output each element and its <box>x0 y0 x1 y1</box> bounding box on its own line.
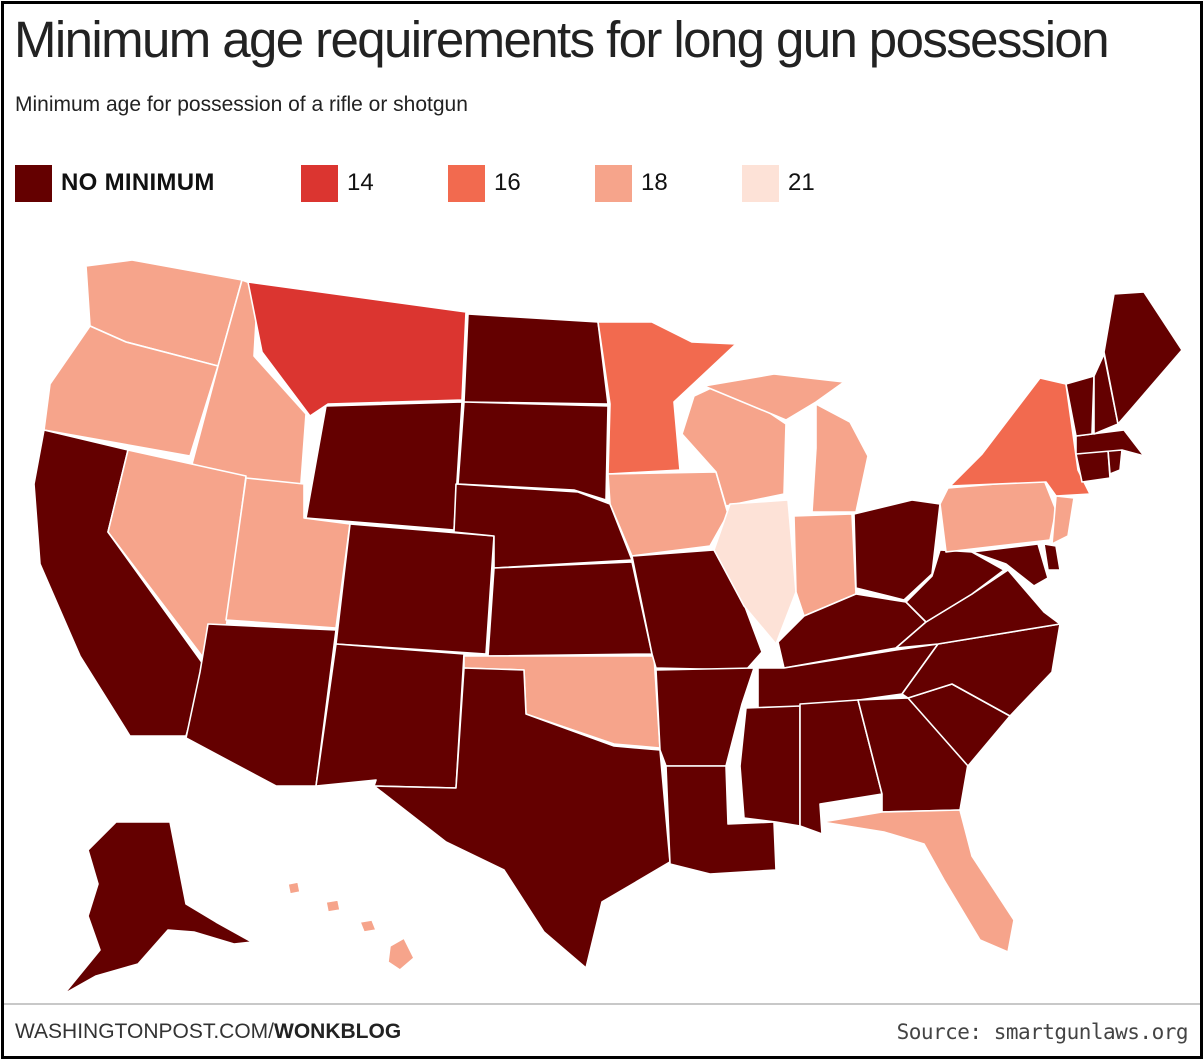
state-wyoming <box>305 401 463 531</box>
state-mississippi <box>739 705 801 827</box>
page-title: Minimum age requirements for long gun po… <box>14 11 1110 68</box>
state-nebraska <box>453 483 633 569</box>
state-delaware <box>1043 543 1061 571</box>
legend-swatch-18 <box>595 164 632 202</box>
state-oregon <box>43 325 219 457</box>
state-maine <box>1103 291 1183 425</box>
state-north-dakota <box>463 313 609 405</box>
legend-label-no-minimum: NO MINIMUM <box>61 169 215 196</box>
state-pennsylvania <box>939 479 1057 553</box>
state-arizona <box>185 623 337 787</box>
footer-section: WONKBLOG <box>274 1020 402 1043</box>
legend-swatch-16 <box>448 164 485 202</box>
state-west-virginia <box>905 549 1005 623</box>
state-connecticut <box>1075 449 1111 483</box>
legend-item-no-minimum: NO MINIMUM <box>15 164 215 202</box>
legend-item-18: 18 <box>595 164 668 202</box>
footer-credit: WASHINGTONPOST.COM/WONKBLOG <box>15 1020 401 1044</box>
state-rhode-island <box>1107 449 1123 475</box>
legend: NO MINIMUM 14 16 18 21 <box>15 164 915 202</box>
legend-swatch-21 <box>742 164 779 202</box>
legend-swatch-14 <box>301 164 338 202</box>
legend-label-18: 18 <box>641 169 668 196</box>
legend-item-21: 21 <box>742 164 815 202</box>
footer-source: Source: smartgunlaws.org <box>896 1020 1189 1044</box>
state-arkansas <box>655 667 755 767</box>
state-louisiana <box>665 765 777 875</box>
state-new-jersey <box>1051 495 1075 545</box>
state-minnesota <box>597 321 737 475</box>
state-hawaii <box>387 937 415 971</box>
state-south-dakota <box>457 401 609 501</box>
footer-divider <box>4 1003 1200 1005</box>
footer-site: WASHINGTONPOST.COM/ <box>15 1020 275 1043</box>
state-alaska <box>63 821 253 995</box>
state-montana <box>247 281 467 417</box>
state-massachusetts <box>1075 429 1145 457</box>
state-kansas <box>487 561 653 657</box>
state-florida <box>821 809 1015 953</box>
state-illinois <box>713 499 797 645</box>
state-hawaii-kauai <box>287 881 301 895</box>
state-new-mexico <box>315 643 465 789</box>
state-iowa <box>607 471 729 557</box>
legend-item-14: 14 <box>301 164 374 202</box>
state-hawaii-maui <box>359 919 377 933</box>
legend-label-21: 21 <box>788 169 815 196</box>
legend-item-16: 16 <box>448 164 521 202</box>
page-subtitle: Minimum age for possession of a rifle or… <box>15 93 468 116</box>
us-map <box>33 259 1183 995</box>
state-colorado <box>335 523 495 655</box>
state-michigan-upper <box>703 373 845 421</box>
state-vermont <box>1065 375 1095 437</box>
state-new-york <box>949 377 1091 497</box>
state-maryland <box>971 543 1049 587</box>
state-hawaii-oahu <box>325 899 341 913</box>
state-texas <box>373 667 671 969</box>
legend-label-16: 16 <box>494 169 521 196</box>
state-michigan <box>811 403 869 513</box>
legend-label-14: 14 <box>347 169 374 196</box>
legend-swatch-no-minimum <box>15 164 52 202</box>
